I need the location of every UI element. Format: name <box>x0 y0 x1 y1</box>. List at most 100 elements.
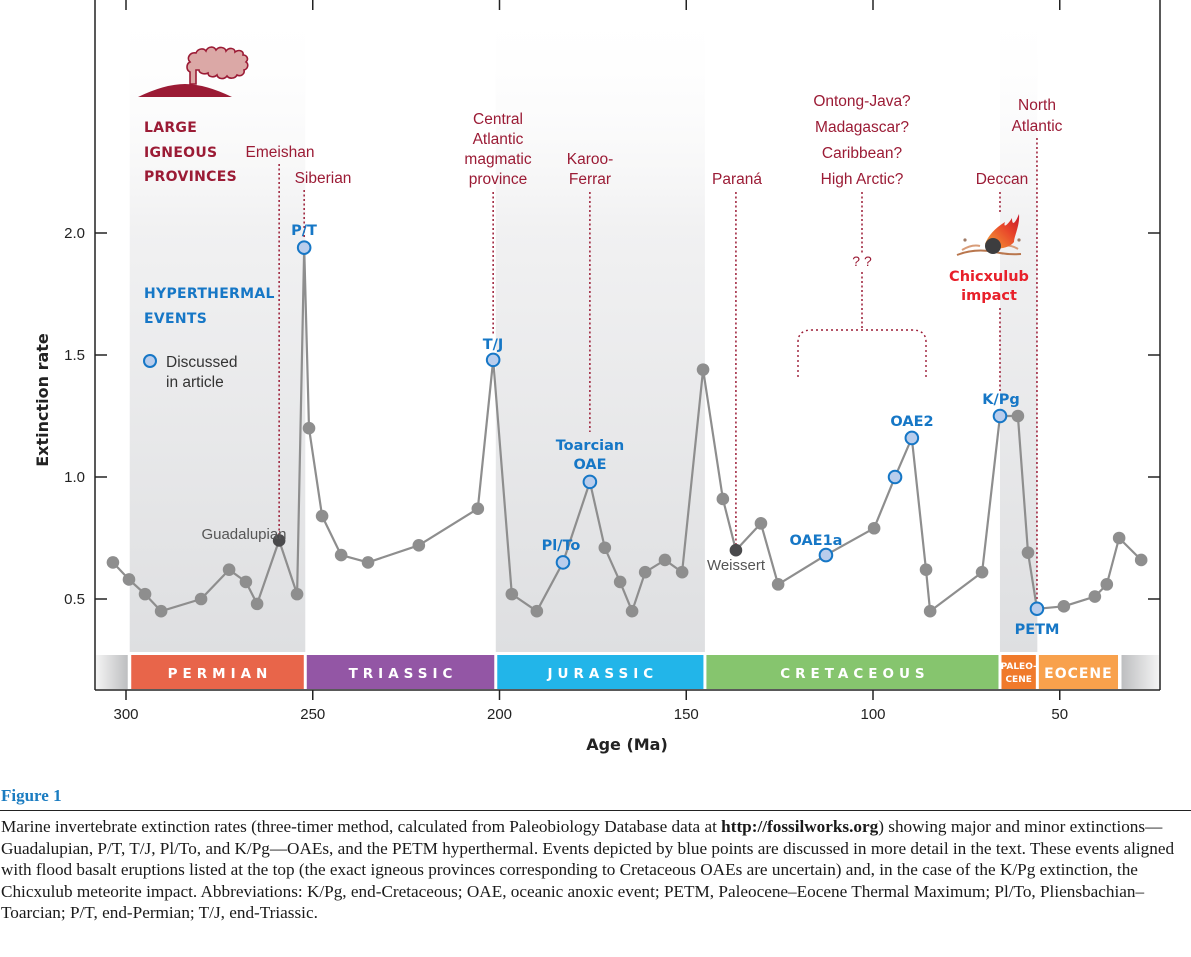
data-point-discussed <box>887 469 903 485</box>
caption-text-part: Marine invertebrate extinction rates (th… <box>1 817 722 836</box>
event-label-plto: Pl/To <box>542 538 581 554</box>
event-label-kpg: K/Pg <box>982 392 1020 408</box>
lip-labels: Emeishan Siberian Central Atlantic magma… <box>246 93 1063 269</box>
data-point <box>625 604 639 618</box>
data-point <box>1134 553 1148 567</box>
data-point <box>923 604 937 618</box>
data-point <box>505 587 519 601</box>
period-label: CRETACEOUS <box>780 666 929 682</box>
legend-discussed-marker <box>143 354 157 368</box>
lip-label-karoo-ferrar: Ferrar <box>569 171 611 188</box>
lip-connector-lines <box>278 138 1038 602</box>
period-permian-block <box>131 655 304 689</box>
lip-label-north-atlantic: Atlantic <box>1012 118 1063 135</box>
x-tick-label: 250 <box>300 706 325 723</box>
y-tick-label: 2.0 <box>64 225 85 242</box>
fossilworks-link[interactable]: http://fossilworks.org <box>721 817 879 836</box>
shaded-period-bands <box>129 0 1038 652</box>
data-point <box>194 592 208 606</box>
data-point <box>530 604 544 618</box>
x-tick-label: 200 <box>487 706 512 723</box>
data-point <box>106 556 120 569</box>
data-point-discussed <box>1029 601 1045 617</box>
data-point-discussed <box>582 474 598 490</box>
event-labels: Guadalupian P/T T/J Pl/To Toarcian OAE W… <box>201 223 1059 638</box>
period-label: PALEO- <box>1001 662 1037 672</box>
data-point <box>1088 590 1102 603</box>
lip-label-deccan: Deccan <box>976 171 1029 188</box>
data-point <box>471 502 485 516</box>
data-point <box>302 421 316 435</box>
event-label-weissert: Weissert <box>707 557 766 574</box>
x-tick-label: 150 <box>674 706 699 723</box>
data-point-discussed <box>296 240 312 255</box>
legend-label: Discussed <box>166 354 238 371</box>
data-point <box>361 556 375 569</box>
data-point <box>222 563 236 577</box>
period-eocene-block <box>1038 655 1119 689</box>
period-permian: PERMIAN <box>131 655 304 689</box>
period-eocene: EOCENE <box>1038 655 1119 689</box>
x-tick-label: 100 <box>860 706 885 723</box>
lip-label-cretaceous-lips: Ontong-Java? <box>813 93 911 110</box>
period-label: PERMIAN <box>168 666 273 682</box>
impact-label: impact <box>961 288 1017 304</box>
data-point <box>716 492 730 506</box>
x-axis-ticks: 300 250 200 150 100 50 <box>113 0 1068 723</box>
data-point <box>598 541 612 555</box>
lip-label-siberian: Siberian <box>295 170 352 187</box>
data-point <box>1057 600 1071 613</box>
y-axis-title: Extinction rate <box>33 333 52 467</box>
period-label: CENE <box>1005 675 1031 685</box>
data-point <box>315 509 329 523</box>
lip-label-camp: province <box>469 171 528 188</box>
legend-label: in article <box>166 374 224 391</box>
period-paleocene-block <box>1001 655 1036 689</box>
event-label-petm: PETM <box>1015 622 1060 638</box>
lip-label-camp: Central <box>473 111 523 128</box>
x-axis-title: Age (Ma) <box>586 735 668 754</box>
period-cretaceous: CRETACEOUS <box>706 655 999 689</box>
legend: Discussed in article <box>143 354 238 391</box>
data-point-discussed <box>485 352 501 368</box>
caption-text-part: ) showing major and minor extinctions—Gu… <box>1 817 1175 922</box>
data-point <box>696 363 710 376</box>
svg-text:LARGE: LARGE <box>144 120 197 136</box>
lip-label-camp: magmatic <box>464 151 531 168</box>
axes-frame <box>94 0 1161 691</box>
data-point <box>122 573 136 586</box>
lip-label-cretaceous-lips: Madagascar? <box>815 119 909 136</box>
uncertain-marker: ? ? <box>852 253 872 269</box>
data-points <box>106 240 1148 618</box>
data-point <box>975 565 989 579</box>
meteorite-impact-icon <box>956 214 1022 256</box>
data-point <box>138 587 152 601</box>
lip-heading: LARGE IGNEOUS PROVINCES <box>144 120 237 185</box>
shaded-band <box>495 0 705 652</box>
y-tick-label: 1.0 <box>64 469 85 486</box>
data-point <box>239 575 253 589</box>
data-point <box>334 548 348 562</box>
event-label-toarcian-oae: Toarcian <box>556 438 625 454</box>
shaded-band <box>999 0 1038 652</box>
y-tick-label: 0.5 <box>64 591 85 608</box>
svg-text:PROVINCES: PROVINCES <box>144 169 237 185</box>
hyperthermal-heading: HYPERTHERMAL EVENTS <box>144 286 274 327</box>
data-point <box>1100 578 1114 591</box>
volcano-icon <box>138 46 249 97</box>
lip-label-camp: Atlantic <box>473 131 524 148</box>
caption-text: Marine invertebrate extinction rates (th… <box>0 816 1186 924</box>
extinction-rate-chart: PERMIAN TRIASSIC JURASSIC CRETACEOUS PALEO- C… <box>33 0 1161 754</box>
data-point <box>638 565 652 579</box>
data-point <box>771 578 785 591</box>
period-label: TRIASSIC <box>349 666 458 682</box>
lip-label-emeishan: Emeishan <box>246 144 315 161</box>
data-point <box>154 604 168 618</box>
data-point <box>1011 409 1025 423</box>
event-label-oae2: OAE2 <box>890 414 933 430</box>
data-point-discussed <box>904 430 920 446</box>
data-point <box>1112 531 1126 545</box>
period-triassic: TRIASSIC <box>306 655 495 689</box>
x-tick-label: 300 <box>113 706 138 723</box>
period-jurassic: JURASSIC <box>497 655 704 689</box>
